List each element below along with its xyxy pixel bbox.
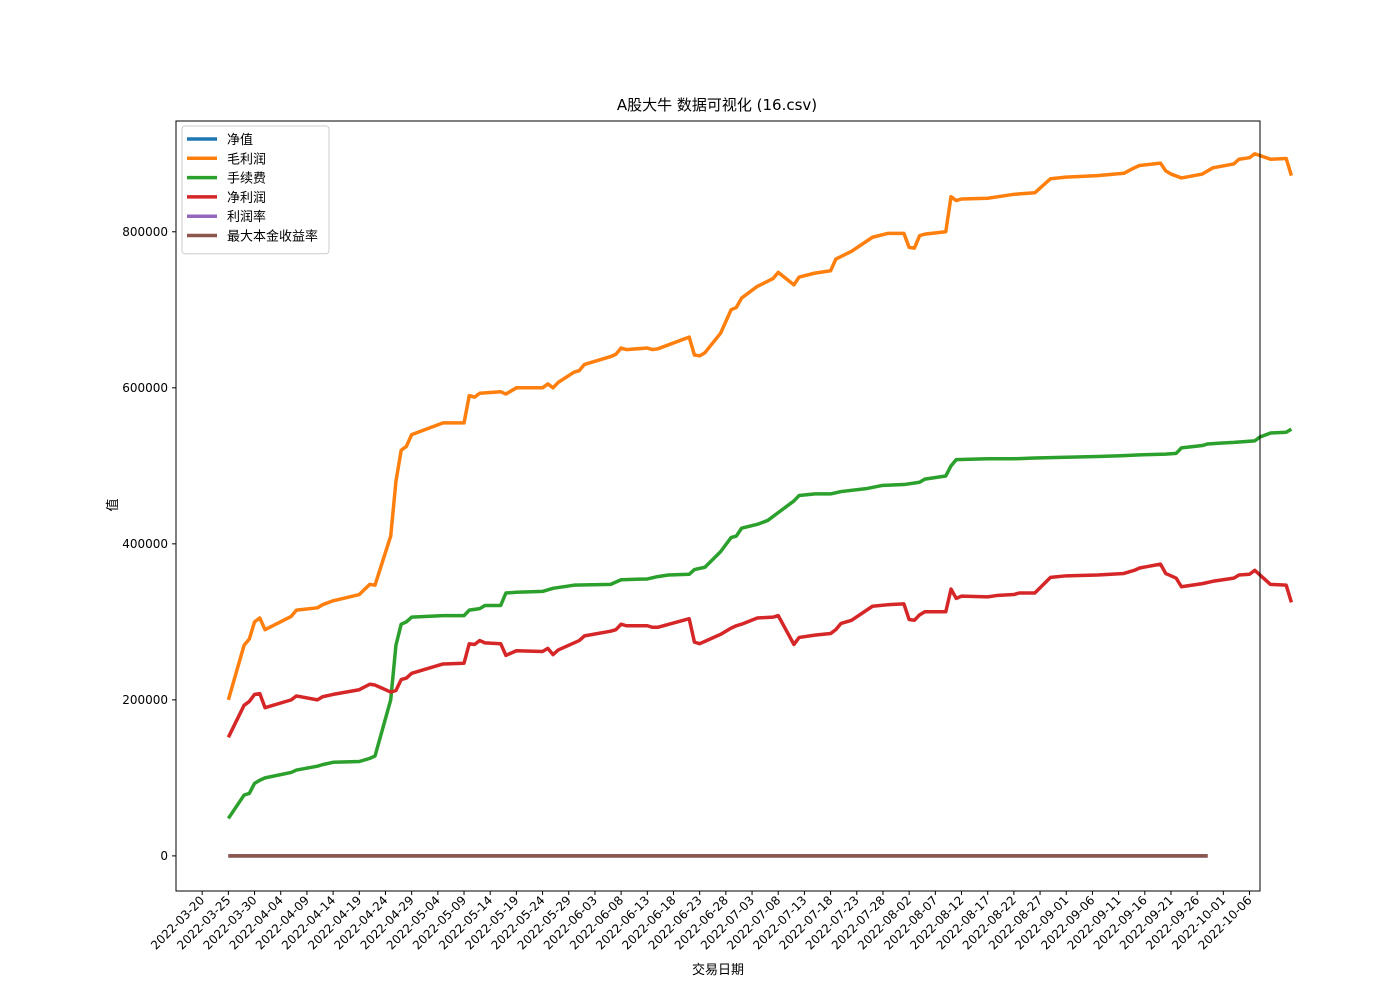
plot-frame (175, 120, 1261, 892)
series-line-手续费 (226, 427, 1293, 820)
y-axis-label: 值 (105, 498, 121, 511)
x-axis-label: 交易日期 (692, 962, 744, 978)
y-axis: 0 200000 400000 600000 800000 (122, 225, 176, 863)
series-line-净利润 (226, 562, 1294, 739)
legend-label: 毛利润 (227, 152, 266, 167)
y-tick-label: 200000 (122, 693, 168, 707)
series-line-毛利润 (226, 152, 1294, 701)
y-tick-label: 600000 (122, 381, 168, 395)
y-tick-label: 800000 (122, 225, 168, 239)
y-tick-label: 400000 (122, 537, 168, 551)
legend-label: 净利润 (227, 191, 266, 206)
legend-label: 手续费 (227, 172, 266, 187)
y-tick-label: 0 (160, 849, 168, 863)
legend-label: 利润率 (227, 209, 266, 225)
plot-area (226, 152, 1294, 858)
legend-label: 最大本金收益率 (227, 229, 318, 245)
chart-title: A股大牛 数据可视化 (16.csv) (617, 96, 817, 114)
legend-label: 净值 (227, 132, 253, 148)
legend-box (181, 125, 330, 255)
